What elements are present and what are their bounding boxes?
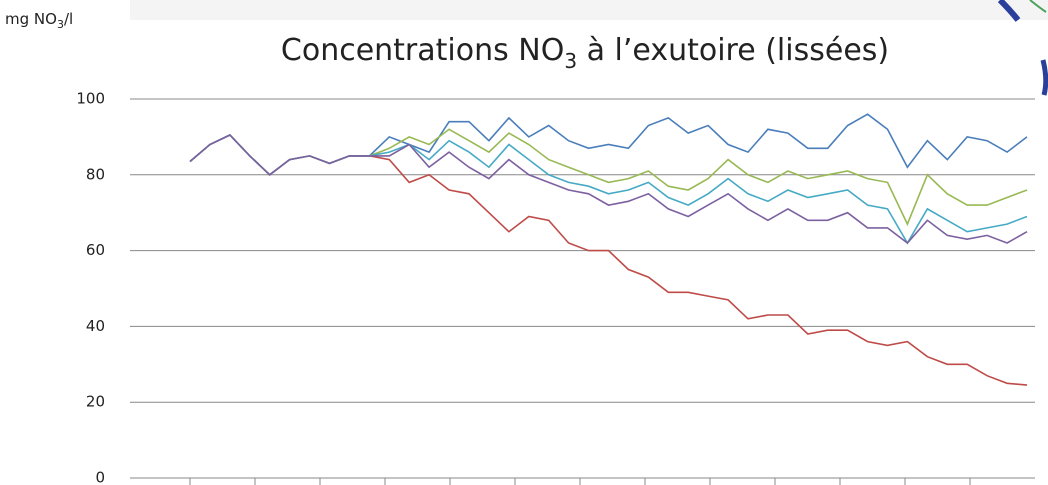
series-line — [189, 134, 1028, 245]
y-tick-label: 80 — [86, 165, 105, 183]
title-part: à l’exutoire (lissées) — [577, 33, 889, 68]
y-tick-label: 0 — [95, 469, 105, 485]
logo — [1029, 0, 1047, 13]
logo — [997, 0, 1021, 22]
header-band — [130, 0, 1048, 20]
title-sub: 3 — [564, 49, 577, 73]
y-tick-label: 60 — [86, 241, 105, 259]
logo — [1040, 59, 1048, 96]
y-label-sub: 3 — [57, 18, 64, 31]
y-axis-label: mg NO3/l — [5, 10, 73, 31]
y-tick-label: 20 — [86, 393, 105, 411]
title-part: Concentrations NO — [281, 33, 564, 68]
y-label-part: /l — [64, 10, 73, 28]
chart-title: Concentrations NO3 à l’exutoire (lissées… — [281, 33, 889, 73]
y-tick-label: 100 — [76, 90, 105, 108]
y-label-part: mg NO — [5, 10, 57, 28]
y-tick-label: 40 — [86, 317, 105, 335]
